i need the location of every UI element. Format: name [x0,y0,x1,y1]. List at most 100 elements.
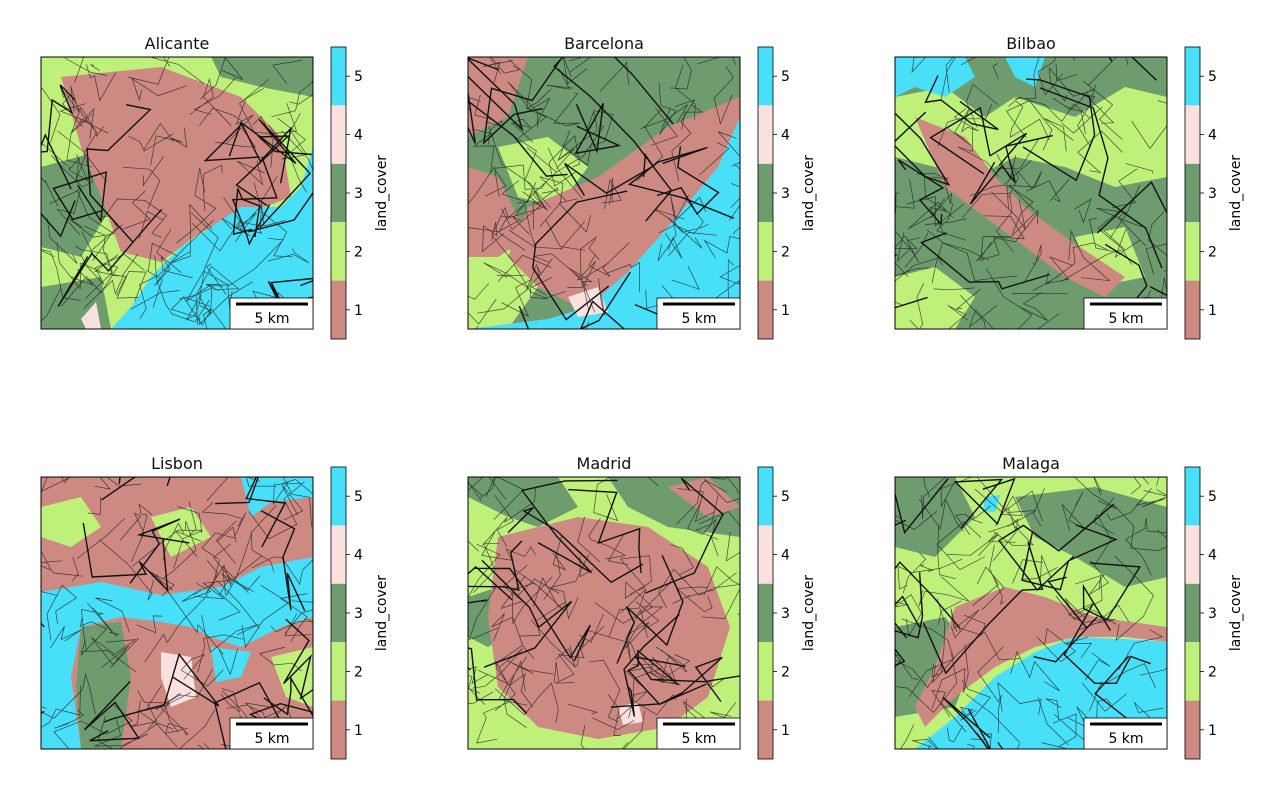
colorbar-swatch-2 [758,642,773,701]
land-cover-map [895,57,1167,329]
colorbar-tick-label: 2 [1208,664,1217,680]
colorbar-swatch-5 [1185,47,1200,106]
major-roads [468,57,735,329]
colorbar-swatch-1 [1185,280,1200,339]
colorbar-tick-label: 1 [1208,303,1217,319]
panel-title: Bilbao [1006,34,1056,53]
colorbar: 1 2 3 4 5 land_cover [1184,466,1244,760]
colorbar-tick-label: 2 [781,664,790,680]
colorbar-swatch-5 [331,47,346,106]
panel-title: Alicante [145,34,210,53]
colorbar-tick-label: 5 [354,489,363,505]
colorbar-tick-label: 3 [781,186,790,202]
colorbar-swatch-4 [1185,105,1200,164]
colorbar-swatch-5 [758,47,773,106]
land-cover-map [41,477,313,749]
colorbar-tick-label: 2 [1208,244,1217,260]
scale-bar-label: 5 km [1108,731,1143,747]
map-frame [40,56,314,330]
major-roads [468,477,740,717]
land-cover-map [468,477,740,749]
colorbar-swatch-1 [331,700,346,759]
colorbar: 1 2 3 4 5 land_cover [757,46,817,340]
colorbar-tick-label: 3 [781,606,790,622]
colorbar-label: land_cover [374,155,390,231]
colorbar: 1 2 3 4 5 land_cover [757,466,817,760]
colorbar-tick-label: 1 [781,303,790,319]
colorbar-label: land_cover [1228,155,1244,231]
colorbar-swatch-3 [758,583,773,643]
scale-bar-label: 5 km [254,731,289,747]
scale-bar: 5 km [1083,717,1168,750]
colorbar: 1 2 3 4 5 land_cover [330,466,390,760]
road-network [468,477,740,749]
land-cover-map [468,57,740,329]
map-frame [894,56,1168,330]
colorbar-swatch-4 [331,525,346,584]
colorbar-swatch-3 [331,163,346,223]
scale-bar: 5 km [656,717,741,750]
major-roads [41,84,313,307]
colorbar-swatch-1 [331,280,346,339]
scale-bar-label: 5 km [681,731,716,747]
colorbar-tick-label: 5 [781,489,790,505]
colorbar-swatch-2 [1185,642,1200,701]
colorbar-tick-label: 3 [354,606,363,622]
colorbar-label: land_cover [1228,575,1244,651]
road-network [41,477,313,749]
colorbar-tick-label: 1 [354,303,363,319]
colorbar-tick-label: 5 [354,69,363,85]
road-network [895,57,1167,329]
colorbar-tick-label: 5 [781,69,790,85]
panel-title: Madrid [577,454,632,473]
colorbar-tick-label: 4 [781,128,790,144]
colorbar: 1 2 3 4 5 land_cover [1184,46,1244,340]
panel-title: Barcelona [564,34,644,53]
scale-bar: 5 km [656,297,741,330]
map-panel-alicante: Alicante 5 km 1 2 3 4 5 land_cover [40,34,390,340]
colorbar-label: land_cover [801,155,817,231]
panel-title: Lisbon [151,454,203,473]
colorbar-swatch-2 [1185,222,1200,281]
scale-bar: 5 km [229,717,314,750]
colorbar-tick-label: 3 [1208,606,1217,622]
colorbar-tick-label: 4 [1208,548,1217,564]
road-network [895,477,1167,749]
map-frame [894,476,1168,750]
colorbar-tick-label: 1 [1208,723,1217,739]
colorbar-tick-label: 1 [354,723,363,739]
colorbar-swatch-3 [1185,163,1200,223]
map-frame [467,56,741,330]
map-panel-madrid: Madrid 5 km 1 2 3 4 5 land_cover [467,454,817,760]
colorbar-swatch-2 [758,222,773,281]
road-network [468,57,740,329]
colorbar-swatch-1 [758,700,773,759]
colorbar-swatch-4 [331,105,346,164]
panel-title: Malaga [1002,454,1060,473]
colorbar-swatch-5 [331,467,346,526]
colorbar-tick-label: 4 [1208,128,1217,144]
colorbar-swatch-4 [758,525,773,584]
colorbar-swatch-3 [1185,583,1200,643]
colorbar-label: land_cover [374,575,390,651]
map-panel-malaga: Malaga 5 km 1 2 3 4 5 land_cover [894,454,1244,760]
colorbar-tick-label: 1 [781,723,790,739]
scale-bar-label: 5 km [254,311,289,327]
colorbar-tick-label: 3 [1208,186,1217,202]
colorbar-swatch-2 [331,642,346,701]
colorbar-tick-label: 2 [354,664,363,680]
colorbar-swatch-4 [1185,525,1200,584]
map-frame [40,476,314,750]
colorbar-swatch-5 [1185,467,1200,526]
colorbar-tick-label: 4 [781,548,790,564]
colorbar-tick-label: 5 [1208,489,1217,505]
colorbar-tick-label: 5 [1208,69,1217,85]
colorbar-swatch-4 [758,105,773,164]
major-roads [41,477,313,749]
scale-bar: 5 km [1083,297,1168,330]
scale-bar-label: 5 km [681,311,716,327]
scale-bar-label: 5 km [1108,311,1143,327]
colorbar-tick-label: 2 [781,244,790,260]
